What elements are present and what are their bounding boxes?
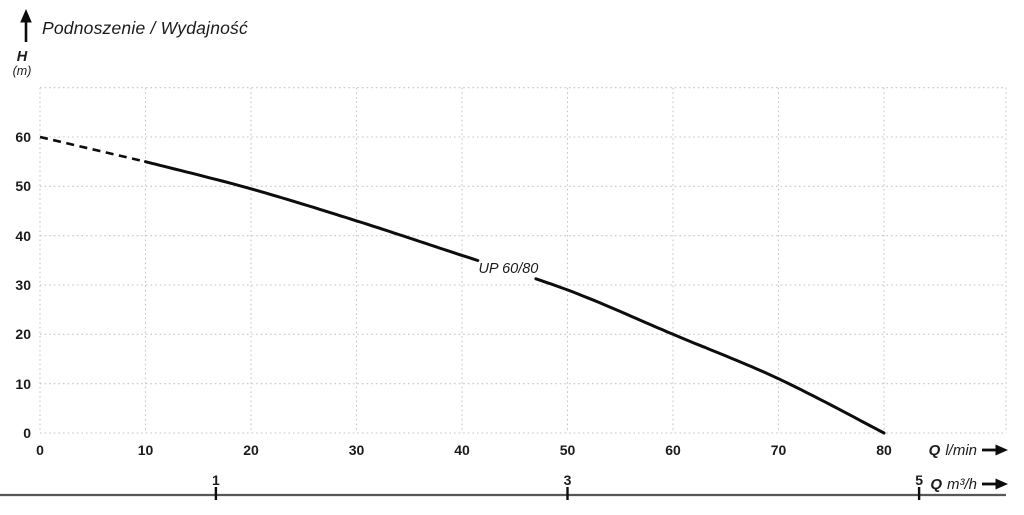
m3h-unit-text: m³/h xyxy=(947,475,977,493)
x-tick-label: 30 xyxy=(348,442,365,458)
up-arrow-icon xyxy=(20,9,32,42)
q-symbol-m3h: Q xyxy=(930,475,942,493)
secondary-tick-label: 5 xyxy=(915,472,924,488)
x-axis-primary-unit-label: Q l/min xyxy=(929,441,1008,459)
pump-curve xyxy=(534,277,886,435)
x-tick-label: 40 xyxy=(454,442,470,458)
y-tick-label: 50 xyxy=(15,178,31,195)
y-tick-label: 0 xyxy=(23,425,31,441)
secondary-tick-label: 1 xyxy=(211,472,220,488)
x-tick-label: 80 xyxy=(876,442,892,458)
curve-label: UP 60/80 xyxy=(478,261,539,278)
y-tick-label: 20 xyxy=(15,326,31,343)
y-tick-label: 10 xyxy=(15,375,31,392)
y-axis-unit: (m) xyxy=(12,64,32,79)
q-symbol-lmin: Q xyxy=(928,441,941,459)
secondary-tick-label: 3 xyxy=(563,472,572,488)
x-tick-label: 70 xyxy=(770,442,787,458)
y-axis-label: H (m) xyxy=(6,49,38,79)
y-tick-label: 40 xyxy=(15,227,31,244)
pump-curve xyxy=(144,160,480,262)
right-arrow-icon xyxy=(982,478,1008,490)
right-arrow-icon xyxy=(982,444,1008,456)
chart-title: Podnoszenie / Wydajność xyxy=(42,18,248,38)
x-tick-label: 50 xyxy=(559,442,576,458)
x-tick-label: 10 xyxy=(137,442,154,458)
x-tick-label: 60 xyxy=(665,442,681,458)
lmin-unit-text: l/min xyxy=(945,441,977,459)
curve-dashed-segment xyxy=(39,135,146,163)
x-tick-label: 0 xyxy=(36,442,44,458)
y-axis-symbol: H xyxy=(16,49,28,65)
x-axis-secondary-unit-label: Q m³/h xyxy=(930,475,1008,493)
y-tick-label: 30 xyxy=(15,277,31,293)
y-tick-label: 60 xyxy=(15,129,31,145)
x-tick-label: 20 xyxy=(243,442,259,458)
